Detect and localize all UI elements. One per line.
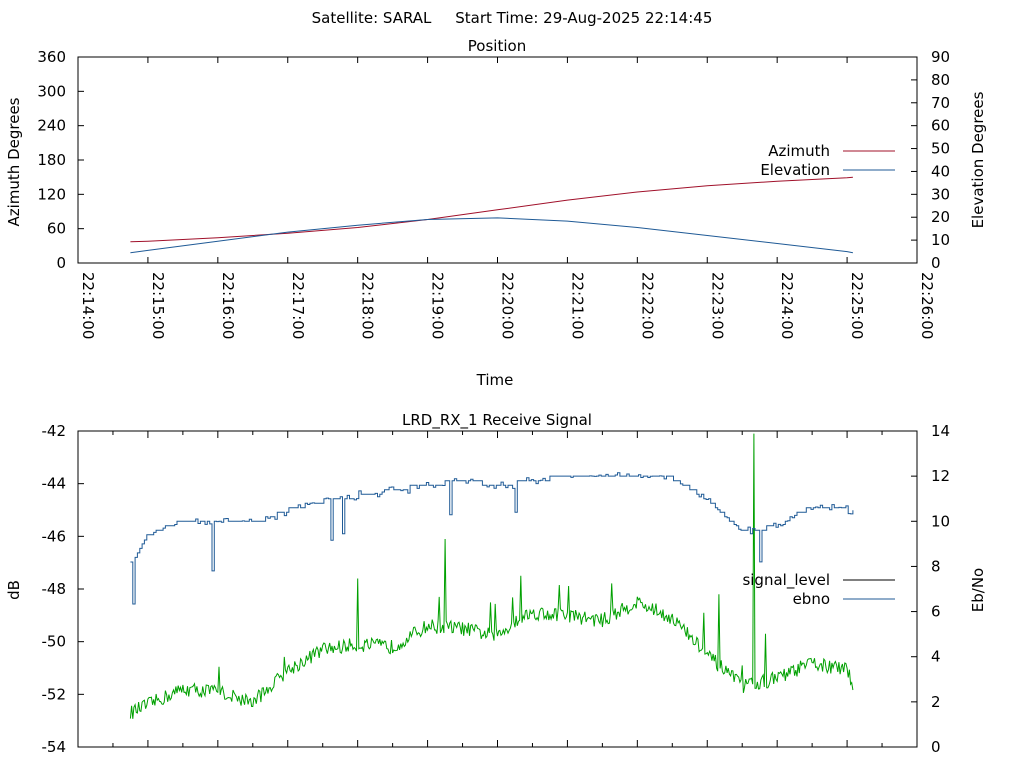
signal-y2-tick-label: 14 [931,422,950,440]
position-y-tick-label: 120 [37,185,66,203]
signal-y-axis-label: dB [5,580,23,600]
position-x-tick-label: 22:17:00 [289,272,307,339]
position-x-axis-label: Time [476,371,514,389]
signal-y-tick-label: -46 [42,527,67,545]
position-y-tick-label: 180 [37,151,66,169]
signal-legend-label: ebno [793,590,830,608]
position-y2-tick-label: 50 [931,140,950,158]
position-y2-tick-label: 40 [931,162,950,180]
position-y-axis-label: Azimuth Degrees [5,97,23,226]
page-title: Satellite: SARAL Start Time: 29-Aug-2025… [312,9,713,27]
position-y-tick-label: 60 [47,220,66,238]
position-x-tick-label: 22:22:00 [638,272,656,339]
position-y2-tick-label: 60 [931,117,950,135]
signal-series-signal-level-line [129,433,854,719]
position-legend-label: Azimuth [768,142,830,160]
signal-y2-tick-label: 4 [931,648,941,666]
position-y-tick-label: 0 [56,254,66,272]
signal-y-tick-label: -44 [42,475,67,493]
signal-plot-frame [77,430,918,748]
position-y2-tick-label: 70 [931,94,950,112]
position-x-tick-label: 22:20:00 [499,272,517,339]
position-y-tick-label: 240 [37,117,66,135]
position-y2-tick-label: 90 [931,48,950,66]
position-x-tick-label: 22:25:00 [848,272,866,339]
signal-y2-tick-label: 0 [931,738,941,756]
position-x-tick-label: 22:18:00 [359,272,377,339]
position-series-azimuth-line [130,176,853,243]
position-x-tick-label: 22:24:00 [778,272,796,339]
position-y2-tick-label: 30 [931,185,950,203]
signal-legend-label: signal_level [742,571,830,590]
position-x-tick-label: 22:23:00 [708,272,726,339]
position-y2-tick-label: 10 [931,231,950,249]
signal-y-tick-label: -50 [42,633,67,651]
signal-y2-tick-label: 8 [931,557,941,575]
position-plot-frame [77,56,918,264]
position-x-tick-label: 22:15:00 [149,272,167,339]
position-x-tick-label: 22:14:00 [79,272,97,339]
position-x-tick-label: 22:26:00 [918,272,936,339]
position-legend-label: Elevation [760,161,830,179]
signal-y-tick-label: -52 [42,685,67,703]
signal-y2-tick-label: 6 [931,603,941,621]
signal-y-tick-label: -48 [42,580,67,598]
position-chart: Position 22:14:00 22:15:00 22:16:00 22:17:0… [5,37,987,389]
position-series-elevation-line [130,217,853,254]
signal-y2-tick-label: 10 [931,512,950,530]
position-y-tick-label: 360 [37,48,66,66]
position-y2-axis-label: Elevation Degrees [969,91,987,228]
signal-chart-title: LRD_RX_1 Receive Signal [402,411,592,430]
signal-y-tick-label: -42 [42,422,67,440]
position-y2-tick-label: 0 [931,254,941,272]
position-y2-tick-label: 80 [931,71,950,89]
position-x-tick-label: 22:21:00 [568,272,586,339]
position-y2-tick-label: 20 [931,208,950,226]
signal-y2-tick-label: 12 [931,467,950,485]
position-x-tick-label: 22:19:00 [429,272,447,339]
position-y-tick-label: 300 [37,82,66,100]
signal-y2-tick-label: 2 [931,693,941,711]
signal-y2-axis-label: Eb/No [969,568,987,612]
position-chart-title: Position [468,37,526,55]
signal-series-ebno-line [130,472,854,605]
signal-chart: LRD_RX_1 Receive Signal -54 -52 -50 -48 -46 -… [5,411,987,756]
position-x-tick-label: 22:16:00 [219,272,237,339]
signal-y-tick-label: -54 [42,738,67,756]
